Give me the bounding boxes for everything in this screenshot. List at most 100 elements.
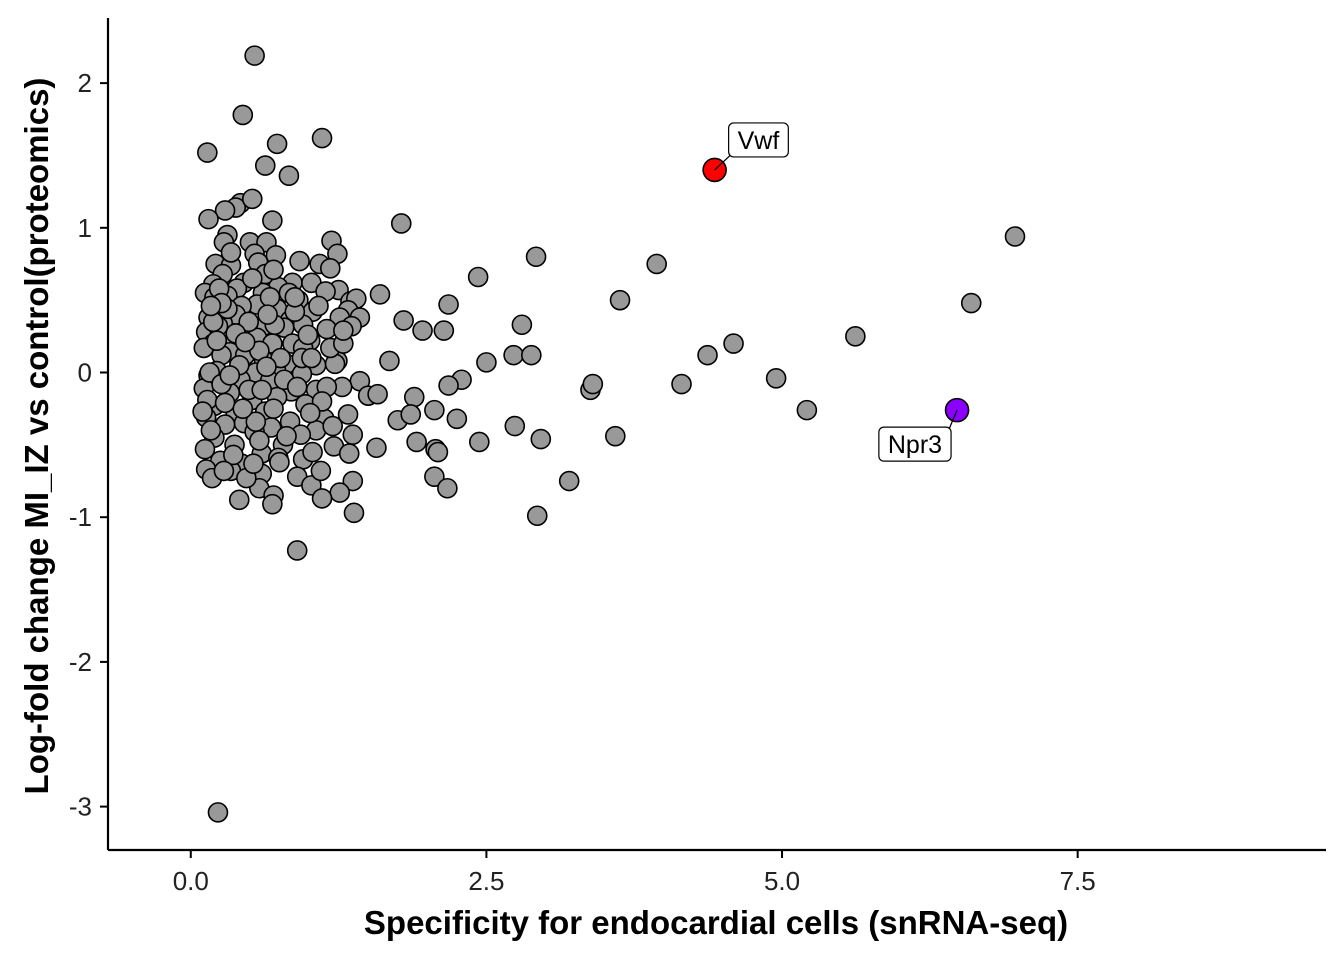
data-point xyxy=(219,365,241,386)
data-point xyxy=(333,320,354,341)
data-point xyxy=(393,310,414,331)
highlight-vwf: Vwf xyxy=(702,122,789,183)
data-point xyxy=(424,466,445,487)
data-point xyxy=(438,294,459,315)
data-point xyxy=(232,104,254,126)
data-point xyxy=(609,289,631,311)
x-tick-label: 2.5 xyxy=(468,866,504,896)
data-point xyxy=(342,424,364,446)
data-point xyxy=(311,127,333,149)
data-point xyxy=(297,324,319,346)
data-point xyxy=(412,320,433,341)
data-point xyxy=(213,460,235,482)
data-point xyxy=(558,470,580,492)
data-point xyxy=(263,398,284,419)
data-point xyxy=(243,453,264,474)
highlight-layer: Vwf Npr3 xyxy=(702,122,970,462)
data-point xyxy=(467,266,489,288)
data-point xyxy=(220,242,242,263)
x-tick-label: 0.0 xyxy=(173,866,209,896)
data-point xyxy=(257,304,278,325)
data-point xyxy=(337,404,359,425)
data-point xyxy=(322,415,343,437)
data-point xyxy=(525,246,547,268)
data-point xyxy=(232,398,254,419)
data-point xyxy=(198,208,219,230)
data-point xyxy=(310,460,332,482)
data-point xyxy=(367,383,388,405)
data-point xyxy=(379,350,400,372)
data-point xyxy=(723,333,744,354)
data-point xyxy=(241,268,263,289)
data-point xyxy=(278,165,300,187)
data-point xyxy=(311,488,333,509)
data-point xyxy=(238,311,260,333)
data-point xyxy=(286,376,308,398)
data-point xyxy=(228,489,250,511)
data-point xyxy=(286,540,308,561)
data-point xyxy=(342,470,364,492)
label-vwf-box xyxy=(728,122,789,158)
data-point xyxy=(206,330,228,351)
data-point xyxy=(223,444,244,466)
data-point xyxy=(338,443,360,464)
data-point xyxy=(251,379,273,401)
data-point xyxy=(276,425,297,447)
data-point xyxy=(262,210,283,231)
data-point xyxy=(259,286,281,308)
label-npr3-text: Npr3 xyxy=(888,431,942,459)
data-point xyxy=(503,344,524,366)
data-point xyxy=(446,408,468,430)
data-point xyxy=(200,295,222,317)
axes-layer xyxy=(106,18,1326,852)
data-point xyxy=(697,344,718,366)
data-point xyxy=(433,320,455,341)
points-layer xyxy=(192,45,1026,823)
data-point xyxy=(427,441,449,463)
data-point xyxy=(284,286,306,308)
data-point xyxy=(308,295,329,317)
data-point xyxy=(438,375,459,396)
data-point xyxy=(241,188,263,210)
label-npr3-box xyxy=(878,426,952,462)
data-point xyxy=(671,373,692,395)
data-point xyxy=(521,344,542,366)
data-point xyxy=(234,331,256,353)
y-tick-label: -2 xyxy=(69,647,92,677)
data-point xyxy=(320,258,341,279)
data-point xyxy=(263,259,284,281)
data-point xyxy=(526,505,548,527)
data-point xyxy=(269,451,290,473)
data-point xyxy=(390,213,412,234)
data-point xyxy=(254,155,276,176)
label-vwf-leader xyxy=(714,154,732,171)
data-point xyxy=(530,428,552,450)
label-vwf-text: Vwf xyxy=(738,127,780,155)
data-point xyxy=(266,133,288,155)
data-point xyxy=(605,425,626,447)
data-point xyxy=(200,420,222,441)
ticks-layer: 0.0 2.5 5.0 7.5 -3 -2 -1 0 1 2 xyxy=(69,68,1096,896)
data-point xyxy=(511,314,533,336)
data-point xyxy=(289,250,310,272)
x-tick-label: 7.5 xyxy=(1060,866,1096,896)
x-tick-label: 5.0 xyxy=(764,866,800,896)
data-point xyxy=(329,482,351,503)
x-axis-title: Specificity for endocardial cells (snRNA… xyxy=(364,904,1068,941)
y-tick-label: -1 xyxy=(69,502,92,532)
data-point xyxy=(469,431,490,453)
data-point xyxy=(400,404,422,425)
data-point xyxy=(646,253,667,275)
y-tick-label: 0 xyxy=(78,358,92,388)
y-axis-title: Log-fold change MI_IZ vs control(proteom… xyxy=(18,78,55,795)
y-tick-label: 2 xyxy=(78,68,92,98)
data-point xyxy=(1004,226,1026,247)
data-point xyxy=(582,373,604,395)
data-point xyxy=(207,802,229,823)
data-point xyxy=(194,438,216,460)
data-point xyxy=(214,200,236,221)
data-point xyxy=(437,477,458,499)
data-point xyxy=(406,431,427,453)
data-point xyxy=(796,399,818,421)
